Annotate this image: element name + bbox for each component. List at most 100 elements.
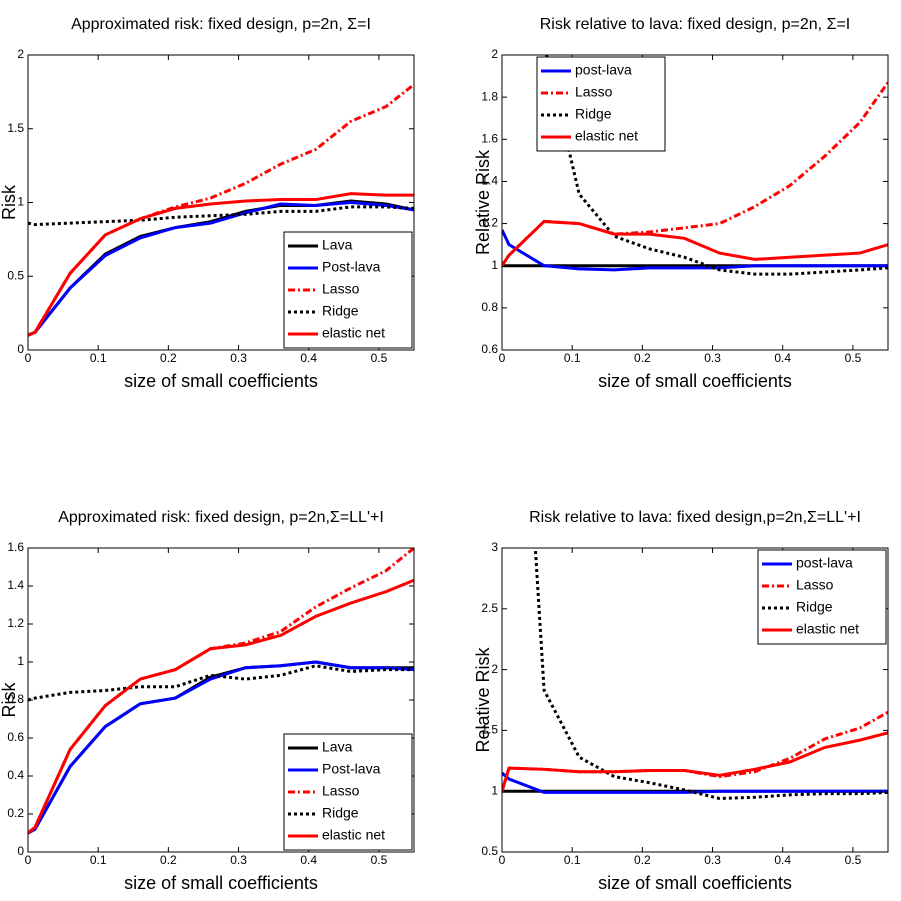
series-line bbox=[28, 660, 414, 835]
y-tick-label: 1.5 bbox=[7, 121, 24, 135]
legend-box bbox=[757, 549, 887, 645]
lines bbox=[28, 548, 414, 835]
x-tick-label: 0.3 bbox=[704, 351, 721, 365]
axes-frame bbox=[501, 54, 889, 351]
x-axis-label: size of small coefficients bbox=[598, 873, 792, 893]
subplot: Risk relative to lava: fixed design,p=2n… bbox=[473, 509, 889, 893]
series-line bbox=[502, 229, 888, 272]
y-tick-label: 1.2 bbox=[7, 616, 24, 630]
y-tick-label: 0.6 bbox=[481, 342, 498, 356]
chart-title: Risk relative to lava: fixed design,p=2n… bbox=[529, 509, 861, 526]
legend-label: post-lava bbox=[796, 555, 853, 571]
chart-title: Approximated risk: fixed design, p=2n, Σ… bbox=[71, 16, 371, 33]
y-tick-label: 0.5 bbox=[481, 844, 498, 858]
legend-label: elastic net bbox=[322, 827, 385, 843]
y-tick-label: 1.4 bbox=[481, 174, 498, 188]
x-tick-label: 0.4 bbox=[774, 351, 791, 365]
legend-label: Lasso bbox=[322, 783, 360, 799]
y-tick-label: 1.6 bbox=[7, 540, 24, 554]
legend: post-lava Lasso Ridge elastic net bbox=[536, 56, 666, 152]
x-axis-label: size of small coefficients bbox=[124, 371, 318, 391]
lines bbox=[28, 83, 414, 337]
series-line bbox=[28, 192, 414, 337]
y-tick-label: 1.4 bbox=[7, 578, 24, 592]
series-line bbox=[545, 55, 888, 276]
legend-label: elastic net bbox=[322, 325, 385, 341]
y-tick-label: 0.6 bbox=[7, 730, 24, 744]
axes-frame bbox=[27, 547, 415, 853]
y-tick-label: 1 bbox=[17, 654, 24, 668]
series-line bbox=[502, 771, 888, 794]
series-line bbox=[28, 205, 414, 227]
x-tick-label: 0.4 bbox=[774, 853, 791, 867]
series-line bbox=[28, 664, 414, 702]
legend-label: Ridge bbox=[796, 599, 833, 615]
legend: Lava Post-lava Lasso Ridge elastic net bbox=[283, 231, 413, 349]
legend-label: elastic net bbox=[796, 621, 859, 637]
x-tick-label: 0.5 bbox=[845, 853, 862, 867]
x-tick-label: 0 bbox=[25, 853, 32, 867]
y-tick-label: 1.5 bbox=[481, 723, 498, 737]
legend-label: Lava bbox=[322, 739, 353, 755]
x-tick-label: 0.5 bbox=[845, 351, 862, 365]
y-tick-label: 1.8 bbox=[481, 89, 498, 103]
x-tick-label: 0.4 bbox=[300, 351, 317, 365]
legend-label: Lava bbox=[322, 237, 353, 253]
legend-box bbox=[536, 56, 666, 152]
legend-label: elastic net bbox=[575, 128, 638, 144]
y-tick-label: 0.2 bbox=[7, 806, 24, 820]
series-line bbox=[28, 578, 414, 835]
x-tick-label: 0.1 bbox=[564, 853, 581, 867]
series-line bbox=[502, 731, 888, 792]
y-tick-label: 2 bbox=[491, 662, 498, 676]
legend-label: Post-lava bbox=[322, 761, 381, 777]
series-line bbox=[502, 219, 888, 267]
x-tick-label: 0.5 bbox=[371, 351, 388, 365]
chart-title: Approximated risk: fixed design, p=2n,Σ=… bbox=[58, 509, 384, 526]
subplot: Approximated risk: fixed design, p=2n,Σ=… bbox=[0, 509, 415, 893]
x-tick-label: 0.1 bbox=[564, 351, 581, 365]
y-tick-label: 2 bbox=[491, 47, 498, 61]
y-tick-label: 1 bbox=[491, 258, 498, 272]
legend: Lava Post-lava Lasso Ridge elastic net bbox=[283, 733, 413, 851]
lines bbox=[502, 548, 888, 801]
y-tick-label: 2 bbox=[17, 47, 24, 61]
x-tick-label: 0.5 bbox=[371, 853, 388, 867]
x-tick-label: 0.2 bbox=[634, 853, 651, 867]
x-tick-label: 0 bbox=[499, 853, 506, 867]
legend-label: Ridge bbox=[575, 106, 612, 122]
legend-label: Lasso bbox=[322, 281, 360, 297]
x-tick-label: 0.2 bbox=[160, 351, 177, 365]
y-tick-label: 1 bbox=[17, 195, 24, 209]
y-tick-label: 0.4 bbox=[7, 768, 24, 782]
x-tick-label: 0.3 bbox=[704, 853, 721, 867]
legend-label: post-lava bbox=[575, 62, 632, 78]
y-axis-label: Relative Risk bbox=[473, 646, 493, 752]
x-axis-label: size of small coefficients bbox=[598, 371, 792, 391]
y-tick-label: 1.6 bbox=[481, 131, 498, 145]
x-tick-label: 0.1 bbox=[90, 853, 107, 867]
x-tick-label: 0.2 bbox=[634, 351, 651, 365]
x-tick-label: 0.4 bbox=[300, 853, 317, 867]
chart-title: Risk relative to lava: fixed design, p=2… bbox=[540, 16, 851, 33]
y-tick-label: 1.2 bbox=[481, 216, 498, 230]
y-axis-label: Risk bbox=[0, 682, 19, 718]
series-line bbox=[28, 200, 414, 337]
legend-label: Ridge bbox=[322, 805, 359, 821]
lines bbox=[502, 55, 888, 276]
legend: post-lava Lasso Ridge elastic net bbox=[757, 549, 887, 645]
y-tick-label: 0.8 bbox=[481, 300, 498, 314]
legend-label: Lasso bbox=[575, 84, 613, 100]
x-tick-label: 0 bbox=[25, 351, 32, 365]
y-tick-label: 0 bbox=[17, 844, 24, 858]
y-tick-label: 0.8 bbox=[7, 692, 24, 706]
subplot: Risk relative to lava: fixed design, p=2… bbox=[473, 16, 889, 391]
y-axis-label: Risk bbox=[0, 184, 19, 220]
y-tick-label: 0.5 bbox=[7, 268, 24, 282]
x-tick-label: 0.1 bbox=[90, 351, 107, 365]
legend-label: Post-lava bbox=[322, 259, 381, 275]
x-tick-label: 0 bbox=[499, 351, 506, 365]
axes-frame bbox=[27, 54, 415, 351]
x-tick-label: 0.3 bbox=[230, 351, 247, 365]
